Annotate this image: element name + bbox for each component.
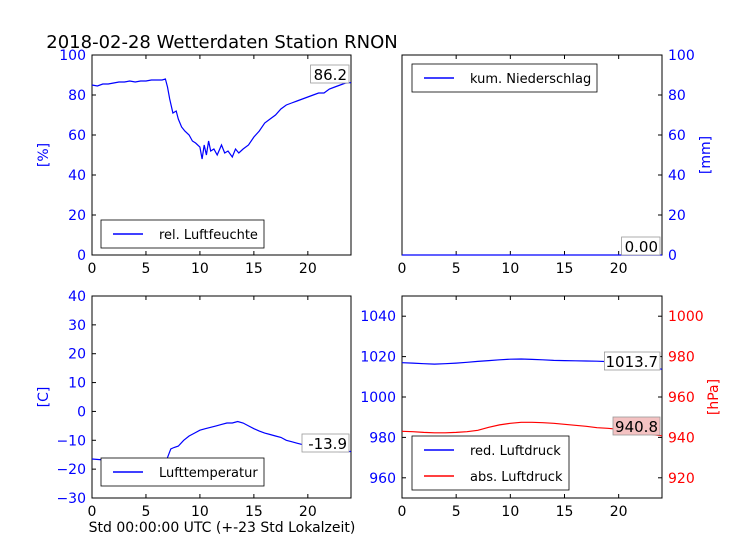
legend-label: Lufttemperatur [159, 466, 258, 481]
y-tick-label: 960 [369, 471, 396, 487]
y-tick-label: 960 [668, 390, 695, 406]
precipitation-panel: 0 5 10 15 20 0 20 40 60 80 100 [mm] 0.00 kum. Nieders… [398, 48, 714, 277]
y-tick-label: −30 [56, 491, 86, 507]
end-value-box [604, 351, 661, 371]
y-axis-label-right: [hPa] [706, 379, 722, 415]
legend-label: abs. Luftdruck [470, 470, 563, 485]
y-tick-label: 60 [68, 128, 86, 144]
x-tick-label: 20 [299, 261, 317, 277]
y-tick-label: 10 [68, 376, 86, 392]
end-value-label: 0.00 [625, 238, 658, 256]
end-value-box [612, 416, 661, 436]
y-tick-label: 80 [68, 88, 86, 104]
legend-box [411, 435, 570, 491]
series-line [91, 78, 352, 160]
y-tick-label: 20 [68, 347, 86, 363]
x-tick-label: 0 [398, 261, 407, 277]
y-tick-label: 1020 [360, 350, 396, 366]
y-tick-label: 100 [59, 48, 86, 64]
plot-frame [91, 295, 352, 499]
x-tick-label: 0 [88, 504, 97, 520]
x-tick-label: 10 [501, 504, 519, 520]
y-tick-label: 100 [668, 48, 695, 64]
y-tick-label: 1000 [360, 390, 396, 406]
y-tick-label: 0 [668, 248, 677, 264]
y-tick-label: 20 [668, 208, 686, 224]
x-tick-label: 15 [556, 504, 574, 520]
y-tick-label: 30 [68, 318, 86, 334]
end-value-box [621, 236, 661, 256]
y-tick-label: 980 [668, 350, 695, 366]
end-value-label: 1013.7 [606, 353, 659, 371]
y-tick-label: 940 [668, 430, 695, 446]
plot-frame [91, 54, 352, 256]
x-axis-label: Std 00:00:00 UTC (+-23 Std Lokalzeit) [89, 520, 356, 536]
humidity-panel: 0 5 10 15 20 0 20 40 60 80 100 [%] 86.2 rel. Luftfeuc… [36, 48, 352, 277]
x-tick-label: 15 [245, 261, 263, 277]
end-value-label: 86.2 [314, 66, 347, 84]
y-tick-label: 1040 [360, 309, 396, 325]
legend-label: red. Luftdruck [470, 444, 561, 459]
y-axis-label: [C] [36, 387, 52, 408]
y-tick-label: 20 [68, 208, 86, 224]
y-tick-label: 980 [369, 430, 396, 446]
legend-label: kum. Niederschlag [470, 72, 591, 87]
x-tick-label: 5 [141, 504, 150, 520]
y-tick-label: 920 [668, 471, 695, 487]
x-tick-label: 15 [556, 261, 574, 277]
x-tick-label: 20 [610, 504, 628, 520]
x-tick-label: 10 [191, 504, 209, 520]
x-tick-label: 20 [610, 261, 628, 277]
y-axis-label: [mm] [698, 136, 714, 174]
y-tick-label: 40 [68, 289, 86, 305]
x-tick-label: 0 [88, 261, 97, 277]
x-tick-label: 10 [191, 261, 209, 277]
x-tick-label: 5 [141, 261, 150, 277]
y-tick-label: 80 [668, 88, 686, 104]
y-tick-label: 1000 [668, 309, 704, 325]
y-tick-label: −20 [56, 462, 86, 478]
x-tick-label: 5 [452, 261, 461, 277]
end-value-box [301, 433, 350, 453]
end-value-box [310, 64, 350, 84]
y-tick-label: 40 [68, 168, 86, 184]
temperature-panel: 0 5 10 15 20 −30 −20 −10 0 10 20 30 40 [C] Std 00:00:0… [36, 289, 355, 536]
y-tick-label: −10 [56, 433, 86, 449]
x-tick-label: 10 [501, 261, 519, 277]
figure-title: 2018-02-28 Wetterdaten Station RNON [46, 32, 397, 53]
y-tick-label: 0 [77, 404, 86, 420]
x-tick-label: 20 [299, 504, 317, 520]
end-value-label: -13.9 [308, 435, 347, 453]
y-axis-label: [%] [36, 143, 52, 167]
y-tick-label: 60 [668, 128, 686, 144]
x-tick-label: 0 [398, 504, 407, 520]
x-tick-label: 15 [245, 504, 263, 520]
end-value-label: 940.8 [615, 418, 658, 436]
y-tick-label: 40 [668, 168, 686, 184]
x-tick-label: 5 [452, 504, 461, 520]
legend-label: rel. Luftfeuchte [159, 228, 258, 243]
y-tick-label: 0 [77, 248, 86, 264]
pressure-panel: 0 5 10 15 20 960 980 1000 1020 1040 920 940 960 980 10… [360, 295, 722, 520]
